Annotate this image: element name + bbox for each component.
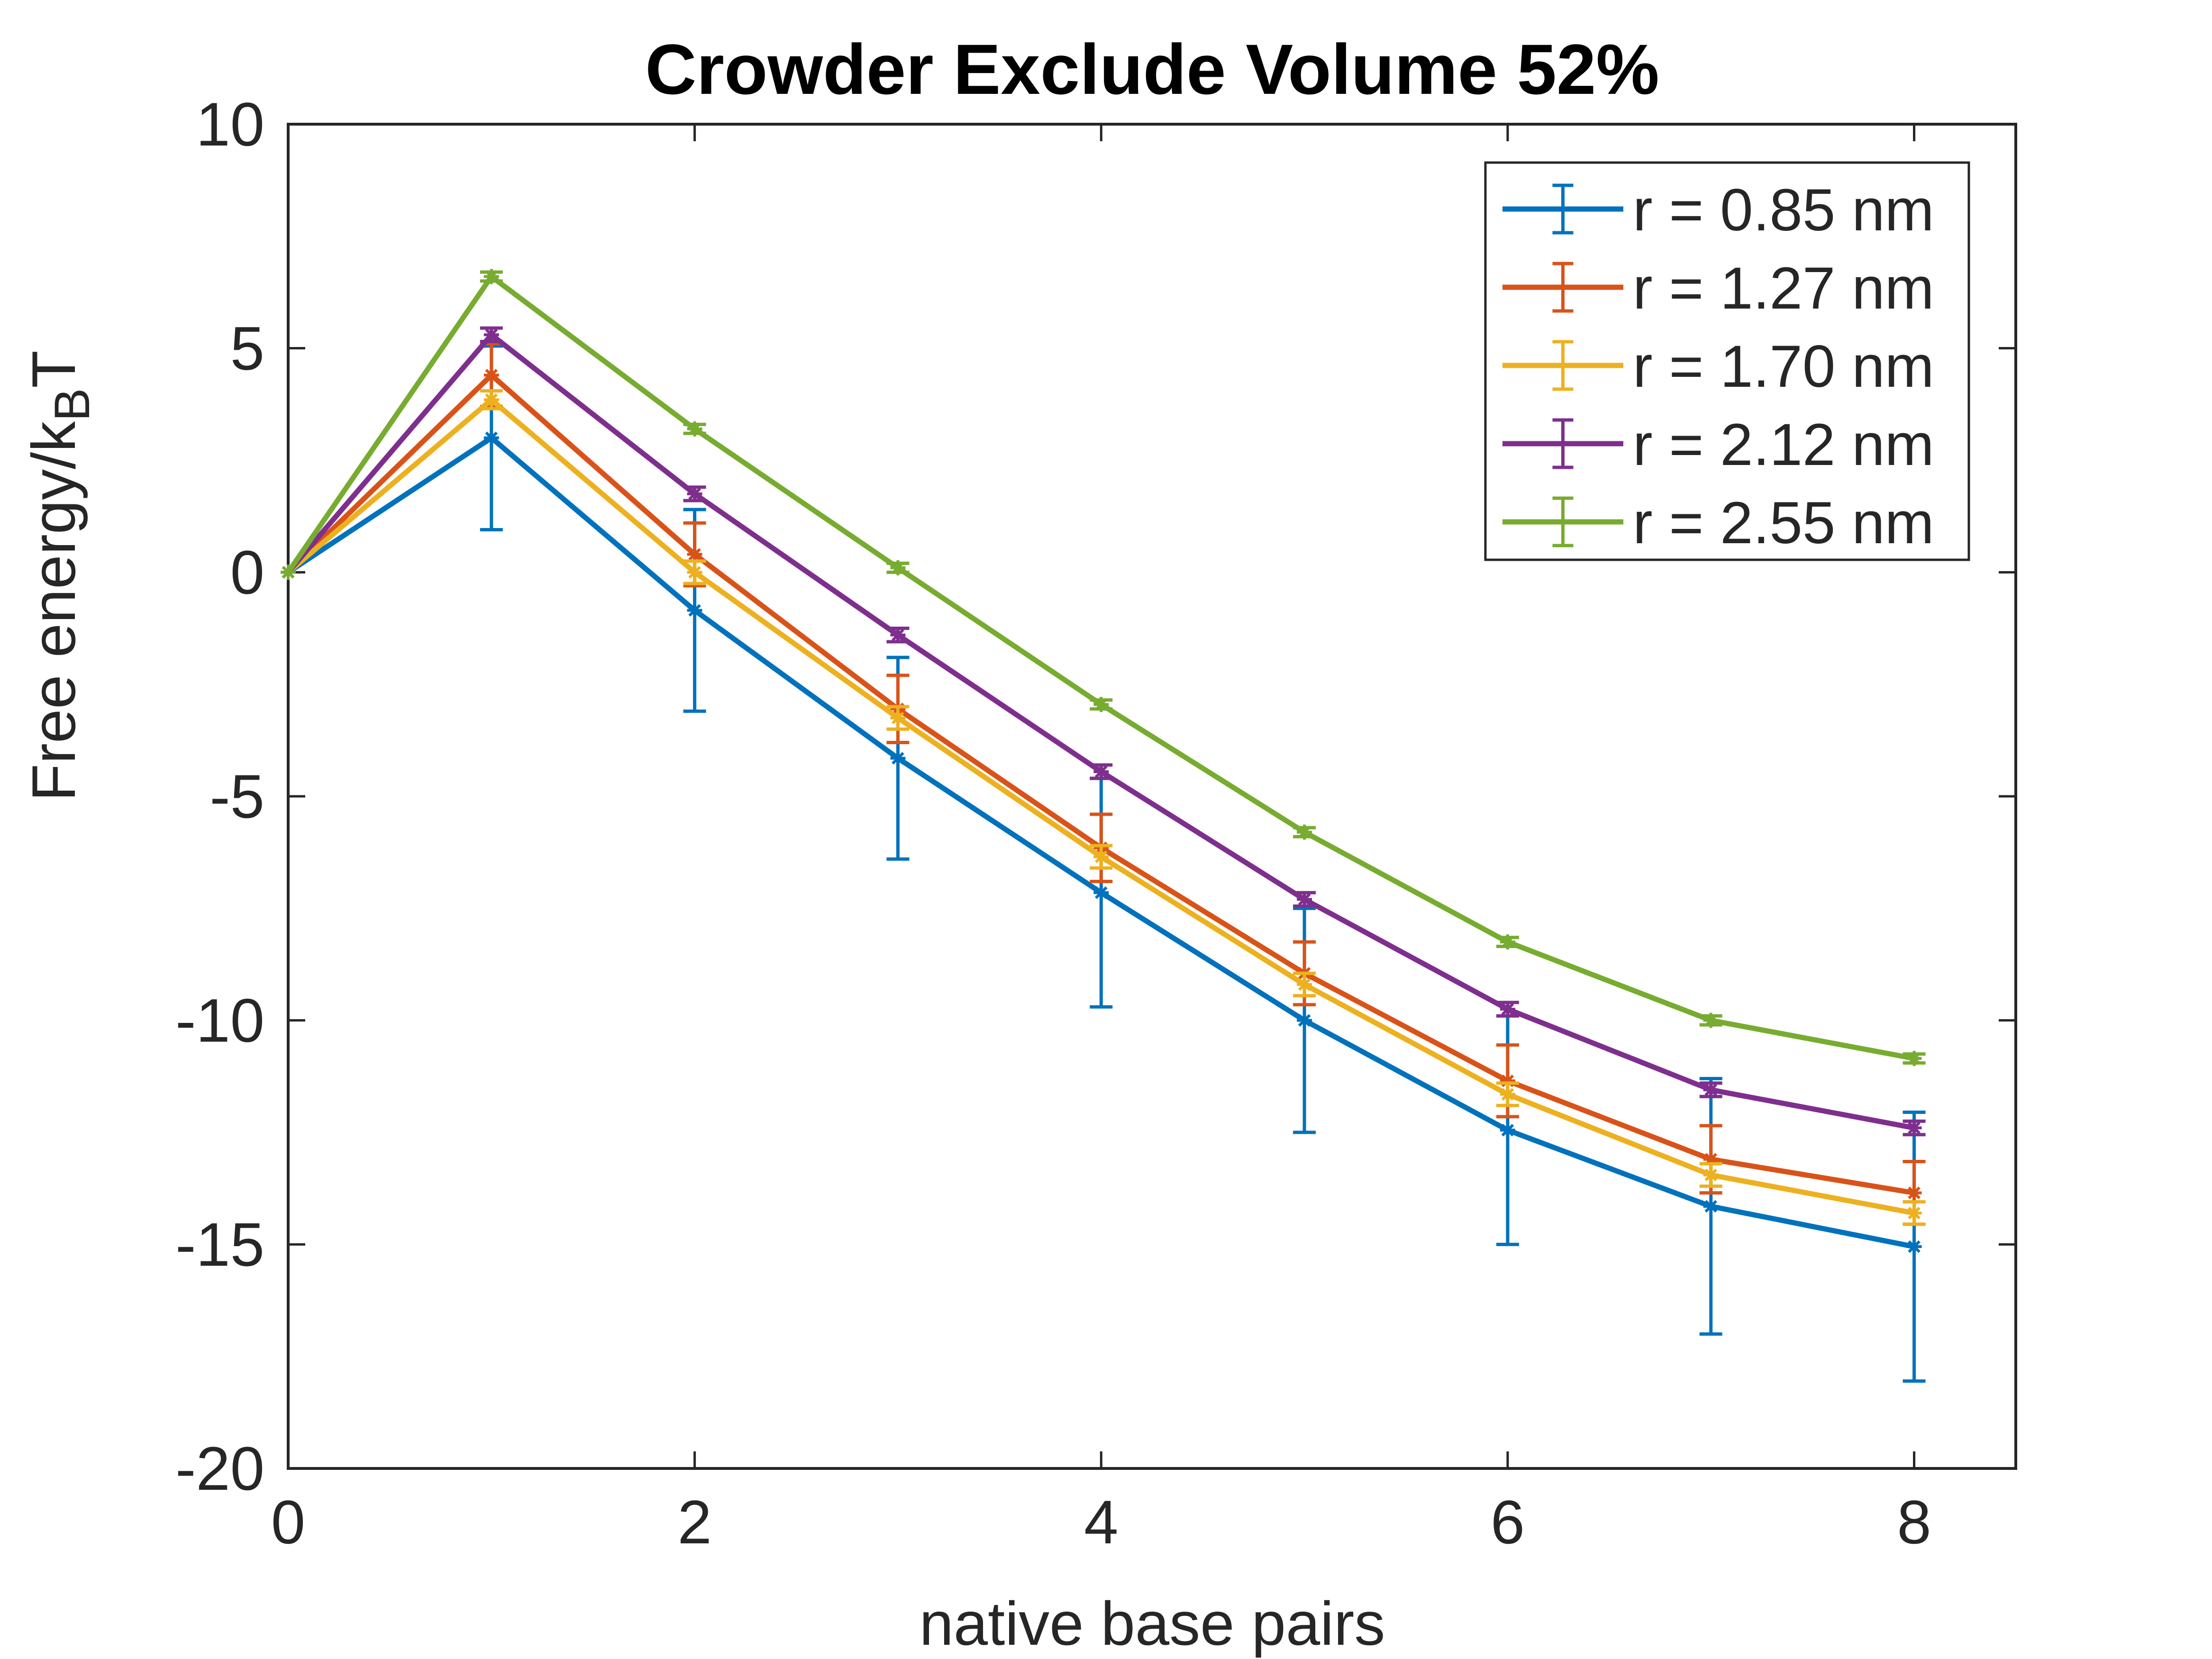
data-point [1703, 1082, 1719, 1098]
data-point [1703, 1198, 1719, 1214]
data-point [1093, 764, 1109, 780]
y-tick-label: 10 [196, 90, 264, 159]
data-point [890, 627, 906, 643]
x-tick-label: 4 [1084, 1487, 1118, 1557]
x-tick-label: 2 [677, 1487, 711, 1557]
data-point [1297, 1012, 1312, 1028]
y-tick-label: 0 [230, 538, 264, 607]
data-point [1297, 824, 1312, 840]
y-tick-label: 5 [230, 314, 264, 383]
svg-text:Free energy/kBT: Free energy/kBT [19, 350, 100, 802]
y-tick-label: -15 [175, 1210, 264, 1279]
data-point [890, 560, 906, 575]
data-point [483, 392, 499, 408]
legend-label: r = 2.55 nm [1633, 490, 1934, 556]
data-point [687, 602, 702, 618]
y-axis-label-subscript: B [45, 388, 100, 421]
data-point [1906, 1051, 1922, 1066]
y-axis-label-tail: T [19, 350, 88, 388]
x-axis-label: native base pairs [919, 1589, 1385, 1658]
legend-label: r = 0.85 nm [1633, 177, 1934, 243]
data-point [1093, 697, 1109, 712]
data-point [1500, 1122, 1515, 1138]
data-point [687, 565, 702, 580]
legend-item-3: r = 2.12 nm [1502, 412, 1934, 478]
data-point [1297, 977, 1312, 993]
data-point [483, 367, 499, 383]
data-point [687, 421, 702, 437]
legend-item-0: r = 0.85 nm [1502, 177, 1934, 243]
x-tick-label: 6 [1491, 1487, 1525, 1557]
legend-label: r = 2.12 nm [1633, 412, 1934, 478]
data-point [1297, 892, 1312, 907]
y-tick-label: -5 [209, 762, 264, 831]
data-point [687, 486, 702, 501]
data-point [890, 710, 906, 726]
legend-box [1484, 161, 1970, 561]
data-point [281, 565, 296, 580]
ticks-layer: 0 2 4 6 8 10 5 0 -5 -10 -15 -20 [175, 90, 2016, 1557]
x-tick-label: 8 [1897, 1487, 1931, 1557]
series-layer [281, 269, 1926, 1383]
data-point [483, 269, 499, 284]
data-point [1906, 1120, 1922, 1136]
y-tick-label: -10 [175, 986, 264, 1055]
y-axis-label-main: Free energy/k [19, 421, 88, 802]
data-point [1093, 849, 1109, 865]
data-point [1906, 1239, 1922, 1255]
legend-items: r = 0.85 nm r = 1.27 nm r = 1.70 nm r = 2.1… [1502, 177, 1934, 556]
data-point [1906, 1205, 1922, 1221]
data-point [1500, 1086, 1515, 1102]
legend-item-1: r = 1.27 nm [1502, 255, 1934, 321]
legend-item-4: r = 2.55 nm [1502, 490, 1934, 556]
series-4 [281, 269, 1926, 1066]
series-2 [281, 389, 1926, 1226]
data-point [483, 327, 499, 343]
data-point [1703, 1167, 1719, 1183]
data-point [687, 547, 702, 562]
legend: r = 0.85 nm r = 1.27 nm r = 1.70 nm r = 2.1… [1484, 161, 1970, 561]
chart-title: Crowder Exclude Volume 52% [645, 29, 1659, 109]
data-point [1906, 1185, 1922, 1201]
series-3 [281, 326, 1926, 1137]
data-point [1703, 1012, 1719, 1028]
data-point [483, 430, 499, 446]
data-point [1500, 1002, 1515, 1017]
legend-item-2: r = 1.70 nm [1502, 334, 1934, 400]
x-tick-label: 0 [271, 1487, 305, 1557]
data-point [1093, 885, 1109, 901]
legend-label: r = 1.27 nm [1633, 255, 1934, 321]
y-axis-label: Free energy/kBT [19, 350, 100, 802]
legend-label: r = 1.70 nm [1633, 334, 1934, 400]
data-point [890, 750, 906, 766]
y-tick-label: -20 [175, 1434, 264, 1503]
data-point [1500, 934, 1515, 950]
